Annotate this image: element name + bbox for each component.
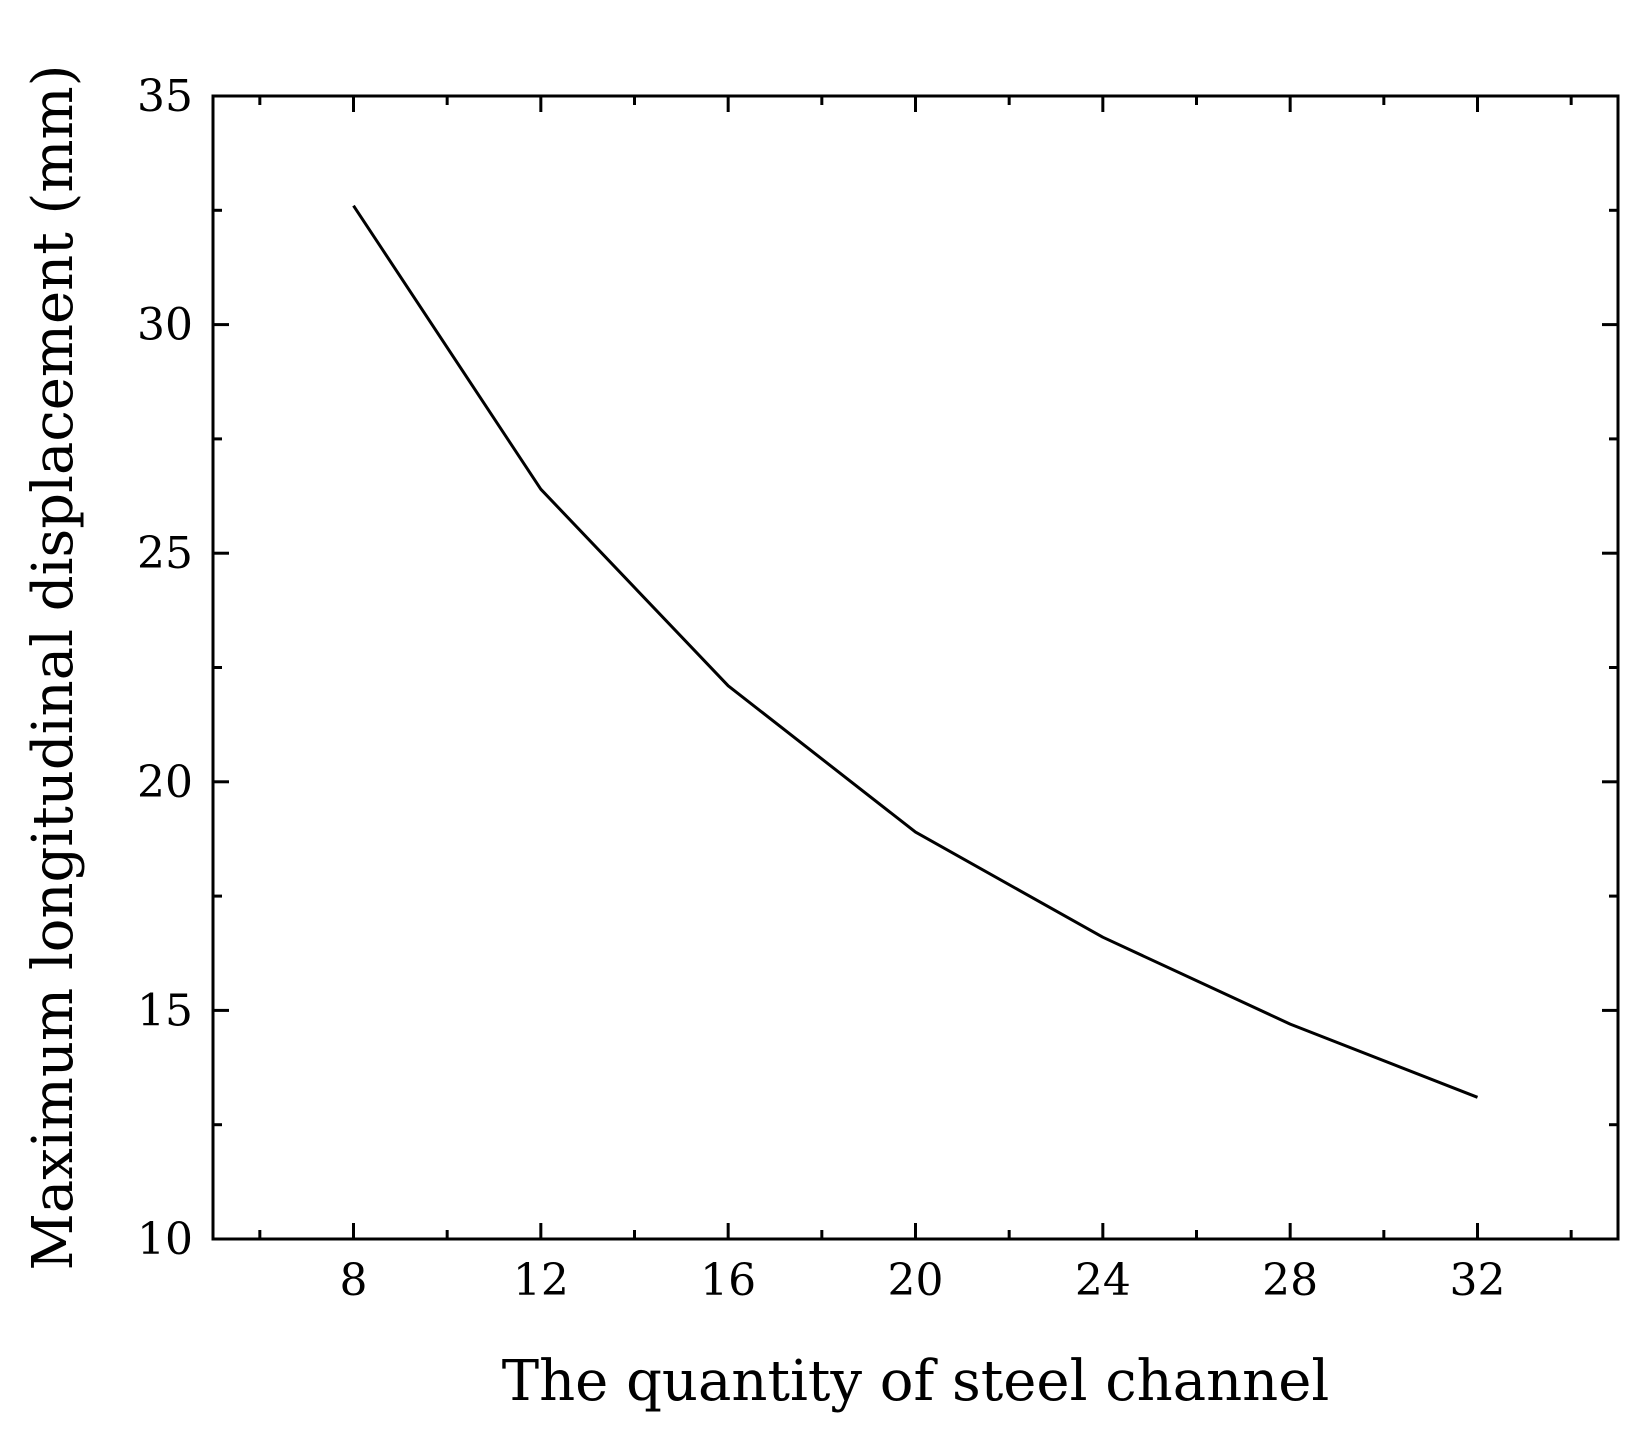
y-tick-label: 35 bbox=[137, 71, 193, 122]
x-tick-label: 28 bbox=[1262, 1255, 1318, 1306]
x-tick-label: 20 bbox=[888, 1255, 944, 1306]
x-tick-label: 32 bbox=[1450, 1255, 1506, 1306]
y-tick-label: 30 bbox=[137, 300, 193, 351]
axis-ticks bbox=[213, 94, 1618, 1241]
x-tick-label: 16 bbox=[700, 1255, 756, 1306]
y-axis-title: Maximum longitudinal displacement (mm) bbox=[21, 65, 86, 1271]
x-tick-label: 12 bbox=[513, 1255, 569, 1306]
x-axis-title: The quantity of steel channel bbox=[502, 1349, 1330, 1414]
series-line bbox=[352, 204, 1479, 1099]
y-tick-label: 15 bbox=[137, 985, 193, 1036]
y-tick-label: 20 bbox=[137, 757, 193, 808]
x-tick-label: 24 bbox=[1075, 1255, 1131, 1306]
axis-tick-labels: 8 12 16 20 24 28 32 10 15 20 25 30 35 bbox=[137, 71, 1506, 1306]
y-tick-label: 25 bbox=[137, 528, 193, 579]
plot-frame bbox=[211, 94, 1620, 1241]
x-tick-label: 8 bbox=[340, 1255, 368, 1306]
y-tick-label: 10 bbox=[137, 1214, 193, 1265]
